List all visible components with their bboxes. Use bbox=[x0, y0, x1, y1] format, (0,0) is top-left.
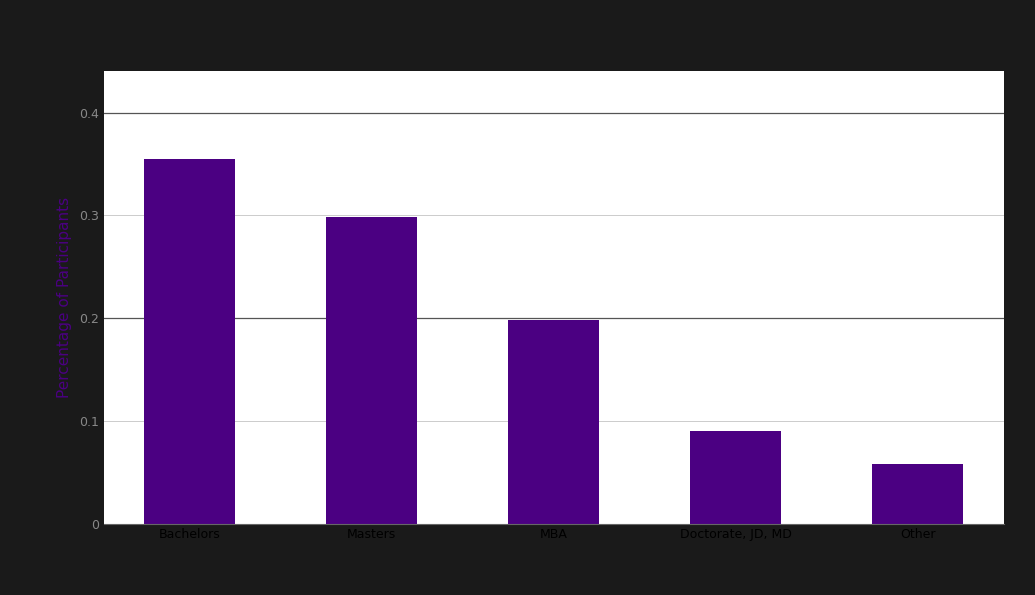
Y-axis label: Percentage of Participants: Percentage of Participants bbox=[57, 197, 71, 398]
Bar bbox=[873, 464, 963, 524]
Bar bbox=[690, 431, 781, 524]
Bar bbox=[508, 320, 599, 524]
Bar bbox=[326, 217, 417, 524]
Bar bbox=[145, 159, 235, 524]
